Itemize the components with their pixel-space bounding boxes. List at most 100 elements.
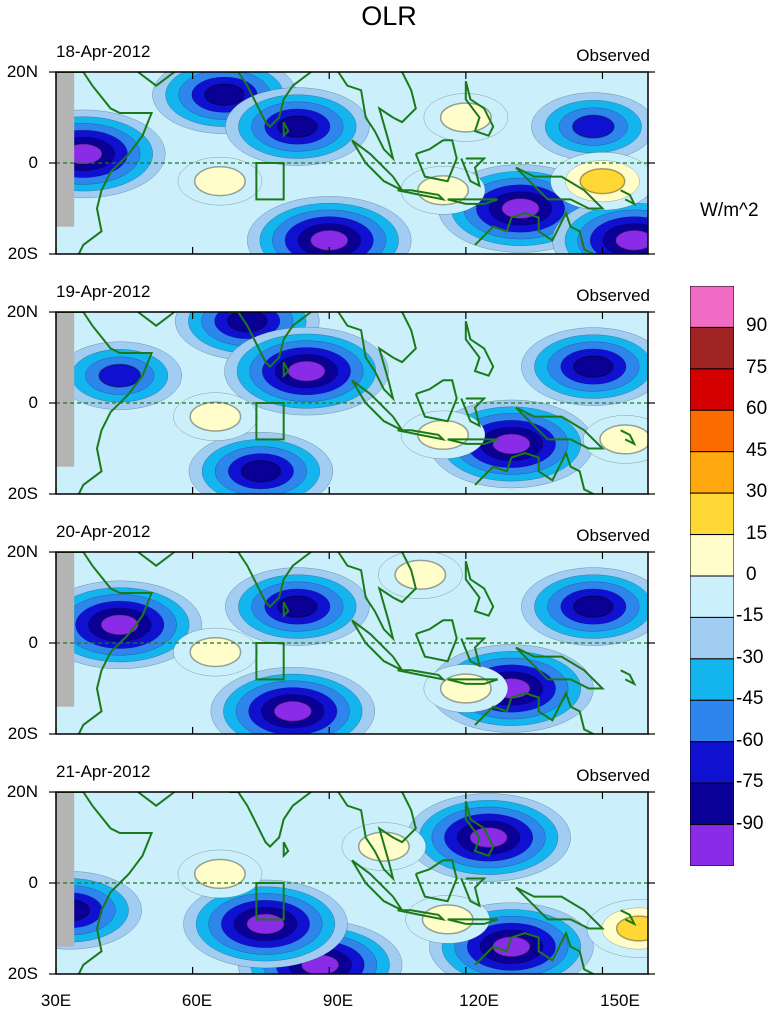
y-tick-label: 0 — [28, 393, 38, 412]
x-tick-label: 60E — [181, 991, 213, 1010]
colorbar-swatch — [690, 326, 734, 370]
plot-area — [49, 71, 655, 255]
chart-title: OLR — [361, 1, 417, 31]
coastline — [137, 312, 176, 327]
coastline — [414, 619, 458, 663]
contour-fills — [56, 72, 648, 254]
anomaly-contour — [245, 913, 286, 935]
coastline — [282, 841, 290, 859]
colorbar-tick-label: -30 — [736, 646, 764, 668]
coastline — [460, 637, 487, 668]
missing-data — [56, 552, 75, 707]
map-panel-4: 21-Apr-2012 Observed 20N 0 20S — [0, 0, 778, 983]
coastline — [337, 792, 417, 882]
highlight-box — [255, 642, 285, 681]
anomaly-contour — [100, 613, 140, 636]
colorbar-swatch — [690, 492, 734, 536]
coastline — [620, 429, 637, 447]
panel-label: Observed — [576, 286, 650, 305]
colorbar-tick-label: -45 — [736, 688, 764, 710]
contour-fills — [56, 312, 648, 494]
coastline — [460, 397, 487, 428]
coastline — [229, 552, 312, 609]
y-tick-label: 20S — [7, 964, 38, 983]
highlight-box — [255, 162, 285, 201]
coastline — [511, 210, 594, 254]
anomaly-contour — [491, 433, 532, 455]
y-tick-label: 20N — [6, 302, 38, 321]
coastline — [515, 406, 605, 450]
coastline — [464, 800, 495, 857]
colorbar-swatch — [690, 741, 734, 784]
anomaly-contour — [98, 363, 142, 388]
anomaly-contour — [394, 559, 447, 590]
highlight-box — [255, 402, 285, 441]
anomaly-contour — [573, 355, 614, 378]
anomaly-contour — [273, 700, 313, 723]
plot-area — [49, 311, 655, 495]
coastline — [397, 189, 447, 202]
y-tick-label: 20S — [7, 724, 38, 743]
colorbar-swatch — [690, 575, 734, 618]
coastline — [474, 937, 513, 966]
coastline — [56, 312, 154, 494]
coastline — [474, 217, 513, 246]
coastline — [464, 80, 495, 137]
anomaly-contour — [439, 102, 492, 133]
coastline — [397, 909, 447, 922]
coastline — [414, 859, 458, 903]
coastline — [620, 909, 637, 927]
coastline — [511, 930, 594, 974]
coastline — [397, 429, 447, 442]
plot-area — [49, 551, 655, 735]
colorbar-swatch — [690, 451, 734, 494]
y-tick-label: 20S — [7, 244, 38, 263]
colorbar-swatch — [690, 824, 734, 866]
colorbar-unit: W/m^2 — [700, 200, 759, 221]
y-tick-label: 0 — [28, 633, 38, 652]
colorbar — [690, 286, 734, 866]
colorbar-swatch — [690, 699, 734, 743]
panel-label: Observed — [576, 526, 650, 545]
contour-fills — [56, 792, 648, 974]
anomaly-contour — [571, 114, 615, 139]
coastline — [620, 669, 637, 687]
panel-date: 18-Apr-2012 — [56, 42, 151, 61]
coastline — [282, 121, 290, 139]
y-tick-label: 20N — [6, 782, 38, 801]
anomaly-contour — [579, 168, 626, 195]
coastline — [511, 690, 594, 734]
anomaly-contour — [615, 915, 648, 942]
coastline — [414, 139, 458, 183]
panel-label: Observed — [576, 766, 650, 785]
y-tick-label: 0 — [28, 153, 38, 172]
colorbar-tick-label: -90 — [736, 812, 764, 834]
anomaly-contour — [189, 636, 242, 668]
coastline — [620, 189, 637, 207]
coastline — [460, 877, 487, 908]
anomaly-contour — [226, 312, 268, 333]
panel-date: 19-Apr-2012 — [56, 282, 151, 301]
map-panel-2: 19-Apr-2012 Observed 20N 0 20S — [0, 0, 778, 503]
map-panel-1: 18-Apr-2012 Observed 20N 0 20S — [0, 0, 778, 263]
colorbar-tick-label: 30 — [746, 481, 768, 503]
y-tick-label: 20N — [6, 62, 38, 81]
colorbar-swatch — [690, 368, 734, 411]
coastline — [337, 72, 417, 162]
colorbar-swatch — [690, 616, 734, 660]
coastline — [515, 886, 605, 930]
anomaly-contour — [500, 197, 541, 220]
colorbar-swatch — [690, 782, 734, 826]
coastline — [464, 320, 495, 377]
coastline — [229, 72, 312, 129]
coastline — [515, 166, 605, 210]
coastline — [282, 601, 290, 619]
missing-data — [56, 72, 75, 227]
coastline — [464, 560, 495, 617]
colorbar-tick-label: 90 — [746, 315, 768, 337]
y-tick-label: 0 — [28, 873, 38, 892]
